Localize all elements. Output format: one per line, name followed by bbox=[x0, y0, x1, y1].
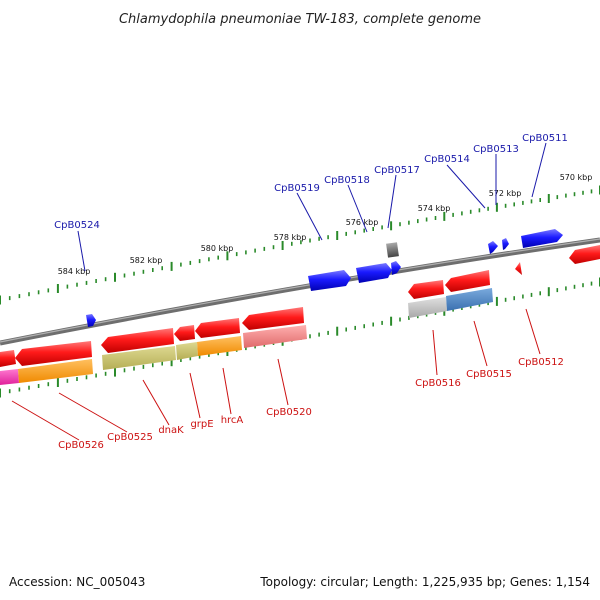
ruler-tick-label: 578 kbp bbox=[274, 233, 307, 242]
gene-label-cpb0525[interactable]: CpB0525 bbox=[107, 432, 153, 443]
annotation-bar-pink[interactable] bbox=[243, 325, 307, 348]
gene-arrow-cpb0512[interactable] bbox=[515, 262, 522, 275]
gene-arrow-grpe[interactable] bbox=[174, 325, 195, 341]
forward-strand-genes bbox=[86, 229, 563, 327]
genome-summary-text: Topology: circular; Length: 1,225,935 bp… bbox=[259, 575, 590, 589]
gene-arrow-cpb0513[interactable] bbox=[502, 238, 509, 250]
gene-label-cpb0518[interactable]: CpB0518 bbox=[324, 175, 370, 186]
gene-arrow-cpb0516[interactable] bbox=[408, 280, 444, 299]
ruler-tick-label: 584 kbp bbox=[58, 267, 91, 276]
accession-text: Accession: NC_005043 bbox=[9, 575, 145, 589]
gene-label-grpe[interactable]: grpE bbox=[190, 419, 213, 430]
gene-label-cpb0513[interactable]: CpB0513 bbox=[473, 144, 519, 155]
ruler-tick-label: 572 kbp bbox=[489, 189, 522, 198]
gene-label-cpb0512[interactable]: CpB0512 bbox=[518, 357, 564, 368]
reverse-label-leaders bbox=[11, 308, 541, 441]
ruler-tick-label: 582 kbp bbox=[130, 256, 163, 265]
annotation-bar-olive[interactable] bbox=[102, 346, 176, 370]
annotation-bar-magenta[interactable] bbox=[0, 369, 19, 385]
annotation-bar-orange-2[interactable] bbox=[197, 336, 242, 356]
gene-label-cpb0515[interactable]: CpB0515 bbox=[466, 369, 512, 380]
gene-label-hrca[interactable]: hrcA bbox=[221, 415, 244, 426]
gene-arrow-cpb0518[interactable] bbox=[356, 263, 392, 283]
map-title: Chlamydophila pneumoniae TW-183, complet… bbox=[119, 12, 481, 27]
gene-arrow-cpb0511[interactable] bbox=[521, 229, 563, 248]
annotation-bar-steel[interactable] bbox=[446, 288, 493, 311]
reverse-strand-genes bbox=[0, 245, 600, 385]
gene-label-cpb0517[interactable]: CpB0517 bbox=[374, 165, 420, 176]
gene-label-cpb0516[interactable]: CpB0516 bbox=[415, 378, 461, 389]
forward-label-leaders bbox=[77, 142, 547, 272]
forward-gene-labels: CpB0524 CpB0519 CpB0518 CpB0517 CpB0514 … bbox=[54, 133, 568, 231]
reverse-gene-labels: CpB0526 CpB0525 dnaK grpE hrcA CpB0520 C… bbox=[58, 357, 564, 451]
gene-label-dnak[interactable]: dnaK bbox=[158, 425, 184, 436]
gene-label-cpb0519[interactable]: CpB0519 bbox=[274, 183, 320, 194]
gene-arrow-cpb0517[interactable] bbox=[391, 261, 401, 275]
gene-arrow-cpb0524[interactable] bbox=[86, 314, 96, 327]
ruler-tick-label: 574 kbp bbox=[418, 204, 451, 213]
annotation-bar-silver[interactable] bbox=[408, 297, 447, 318]
gene-label-cpb0511[interactable]: CpB0511 bbox=[522, 133, 568, 144]
annotation-bar-olive-2[interactable] bbox=[176, 342, 198, 360]
outer-tick-row bbox=[0, 185, 600, 305]
gene-arrow-cpb0525[interactable] bbox=[15, 341, 92, 366]
ruler-tick-label: 576 kbp bbox=[346, 218, 379, 227]
ruler-tick-label: 570 kbp bbox=[560, 173, 593, 182]
gene-arrow-edge-right[interactable] bbox=[569, 245, 600, 264]
gene-block-cpb0517-gray[interactable] bbox=[386, 242, 399, 258]
gene-arrow-cpb0519[interactable] bbox=[308, 270, 351, 291]
gene-label-cpb0514[interactable]: CpB0514 bbox=[424, 154, 470, 165]
ruler-tick-label: 580 kbp bbox=[201, 244, 234, 253]
gene-arrow-hrca[interactable] bbox=[195, 318, 240, 338]
gene-label-cpb0526[interactable]: CpB0526 bbox=[58, 440, 104, 451]
gene-label-cpb0524[interactable]: CpB0524 bbox=[54, 220, 100, 231]
gene-arrow-cpb0520[interactable] bbox=[242, 307, 304, 330]
gene-label-cpb0520[interactable]: CpB0520 bbox=[266, 407, 312, 418]
gene-arrow-cpb0514[interactable] bbox=[488, 241, 498, 254]
annotation-bar-orange[interactable] bbox=[18, 359, 93, 383]
gene-arrow-cpb0515[interactable] bbox=[445, 270, 490, 292]
gene-arrow-cpb0526[interactable] bbox=[0, 350, 16, 367]
gene-arrow-dnak[interactable] bbox=[101, 328, 174, 353]
ruler-labels: 584 kbp 582 kbp 580 kbp 578 kbp 576 kbp … bbox=[58, 173, 593, 276]
